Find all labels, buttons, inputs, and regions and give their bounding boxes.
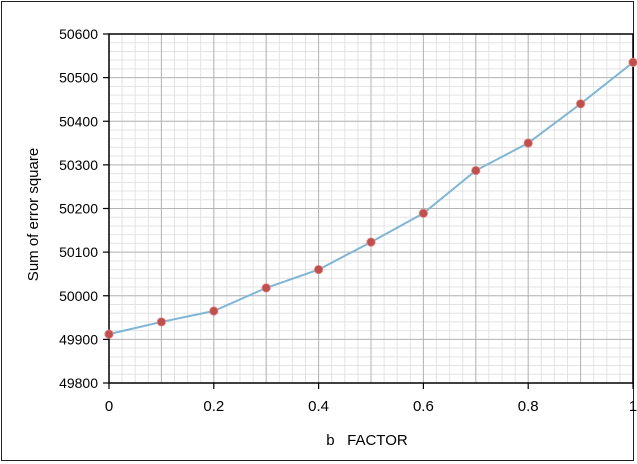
x-axis-tick-labels: 0 0.2 0.4 0.6 0.8 1	[105, 398, 637, 415]
y-axis-label: Sum of error square	[25, 148, 42, 281]
data-point	[628, 57, 637, 67]
data-point	[209, 306, 219, 316]
y-tick-label: 50400	[59, 113, 98, 129]
x-tick-label: 0	[105, 398, 113, 415]
y-tick-label: 49900	[59, 331, 98, 347]
y-tick-label: 50500	[59, 70, 98, 86]
axis-ticks	[103, 33, 634, 389]
x-tick-label: 0.8	[518, 398, 539, 415]
x-tick-label: 0.4	[308, 398, 329, 415]
data-point	[313, 264, 324, 275]
y-axis-tick-labels: 49800 49900 50000 50100 50200 50300 50400 50500…	[59, 26, 98, 391]
y-tick-label: 50200	[59, 201, 98, 217]
y-tick-label: 50300	[59, 157, 98, 173]
data-point	[575, 99, 586, 109]
x-axis-label: b FACTOR	[326, 432, 408, 449]
series-layer	[104, 57, 637, 339]
data-point	[156, 317, 166, 327]
y-tick-label: 50600	[59, 26, 98, 42]
x-tick-label: 1	[629, 398, 637, 415]
y-tick-label: 50000	[59, 288, 98, 304]
data-point	[471, 165, 481, 176]
data-point	[366, 237, 376, 247]
data-point	[418, 208, 428, 218]
x-tick-label: 0.6	[413, 398, 434, 415]
data-point	[523, 138, 533, 148]
x-tick-label: 0.2	[203, 398, 224, 415]
y-tick-label: 50100	[59, 244, 98, 260]
data-point	[261, 283, 271, 293]
data-point	[104, 329, 114, 339]
y-tick-label: 49800	[59, 375, 98, 391]
